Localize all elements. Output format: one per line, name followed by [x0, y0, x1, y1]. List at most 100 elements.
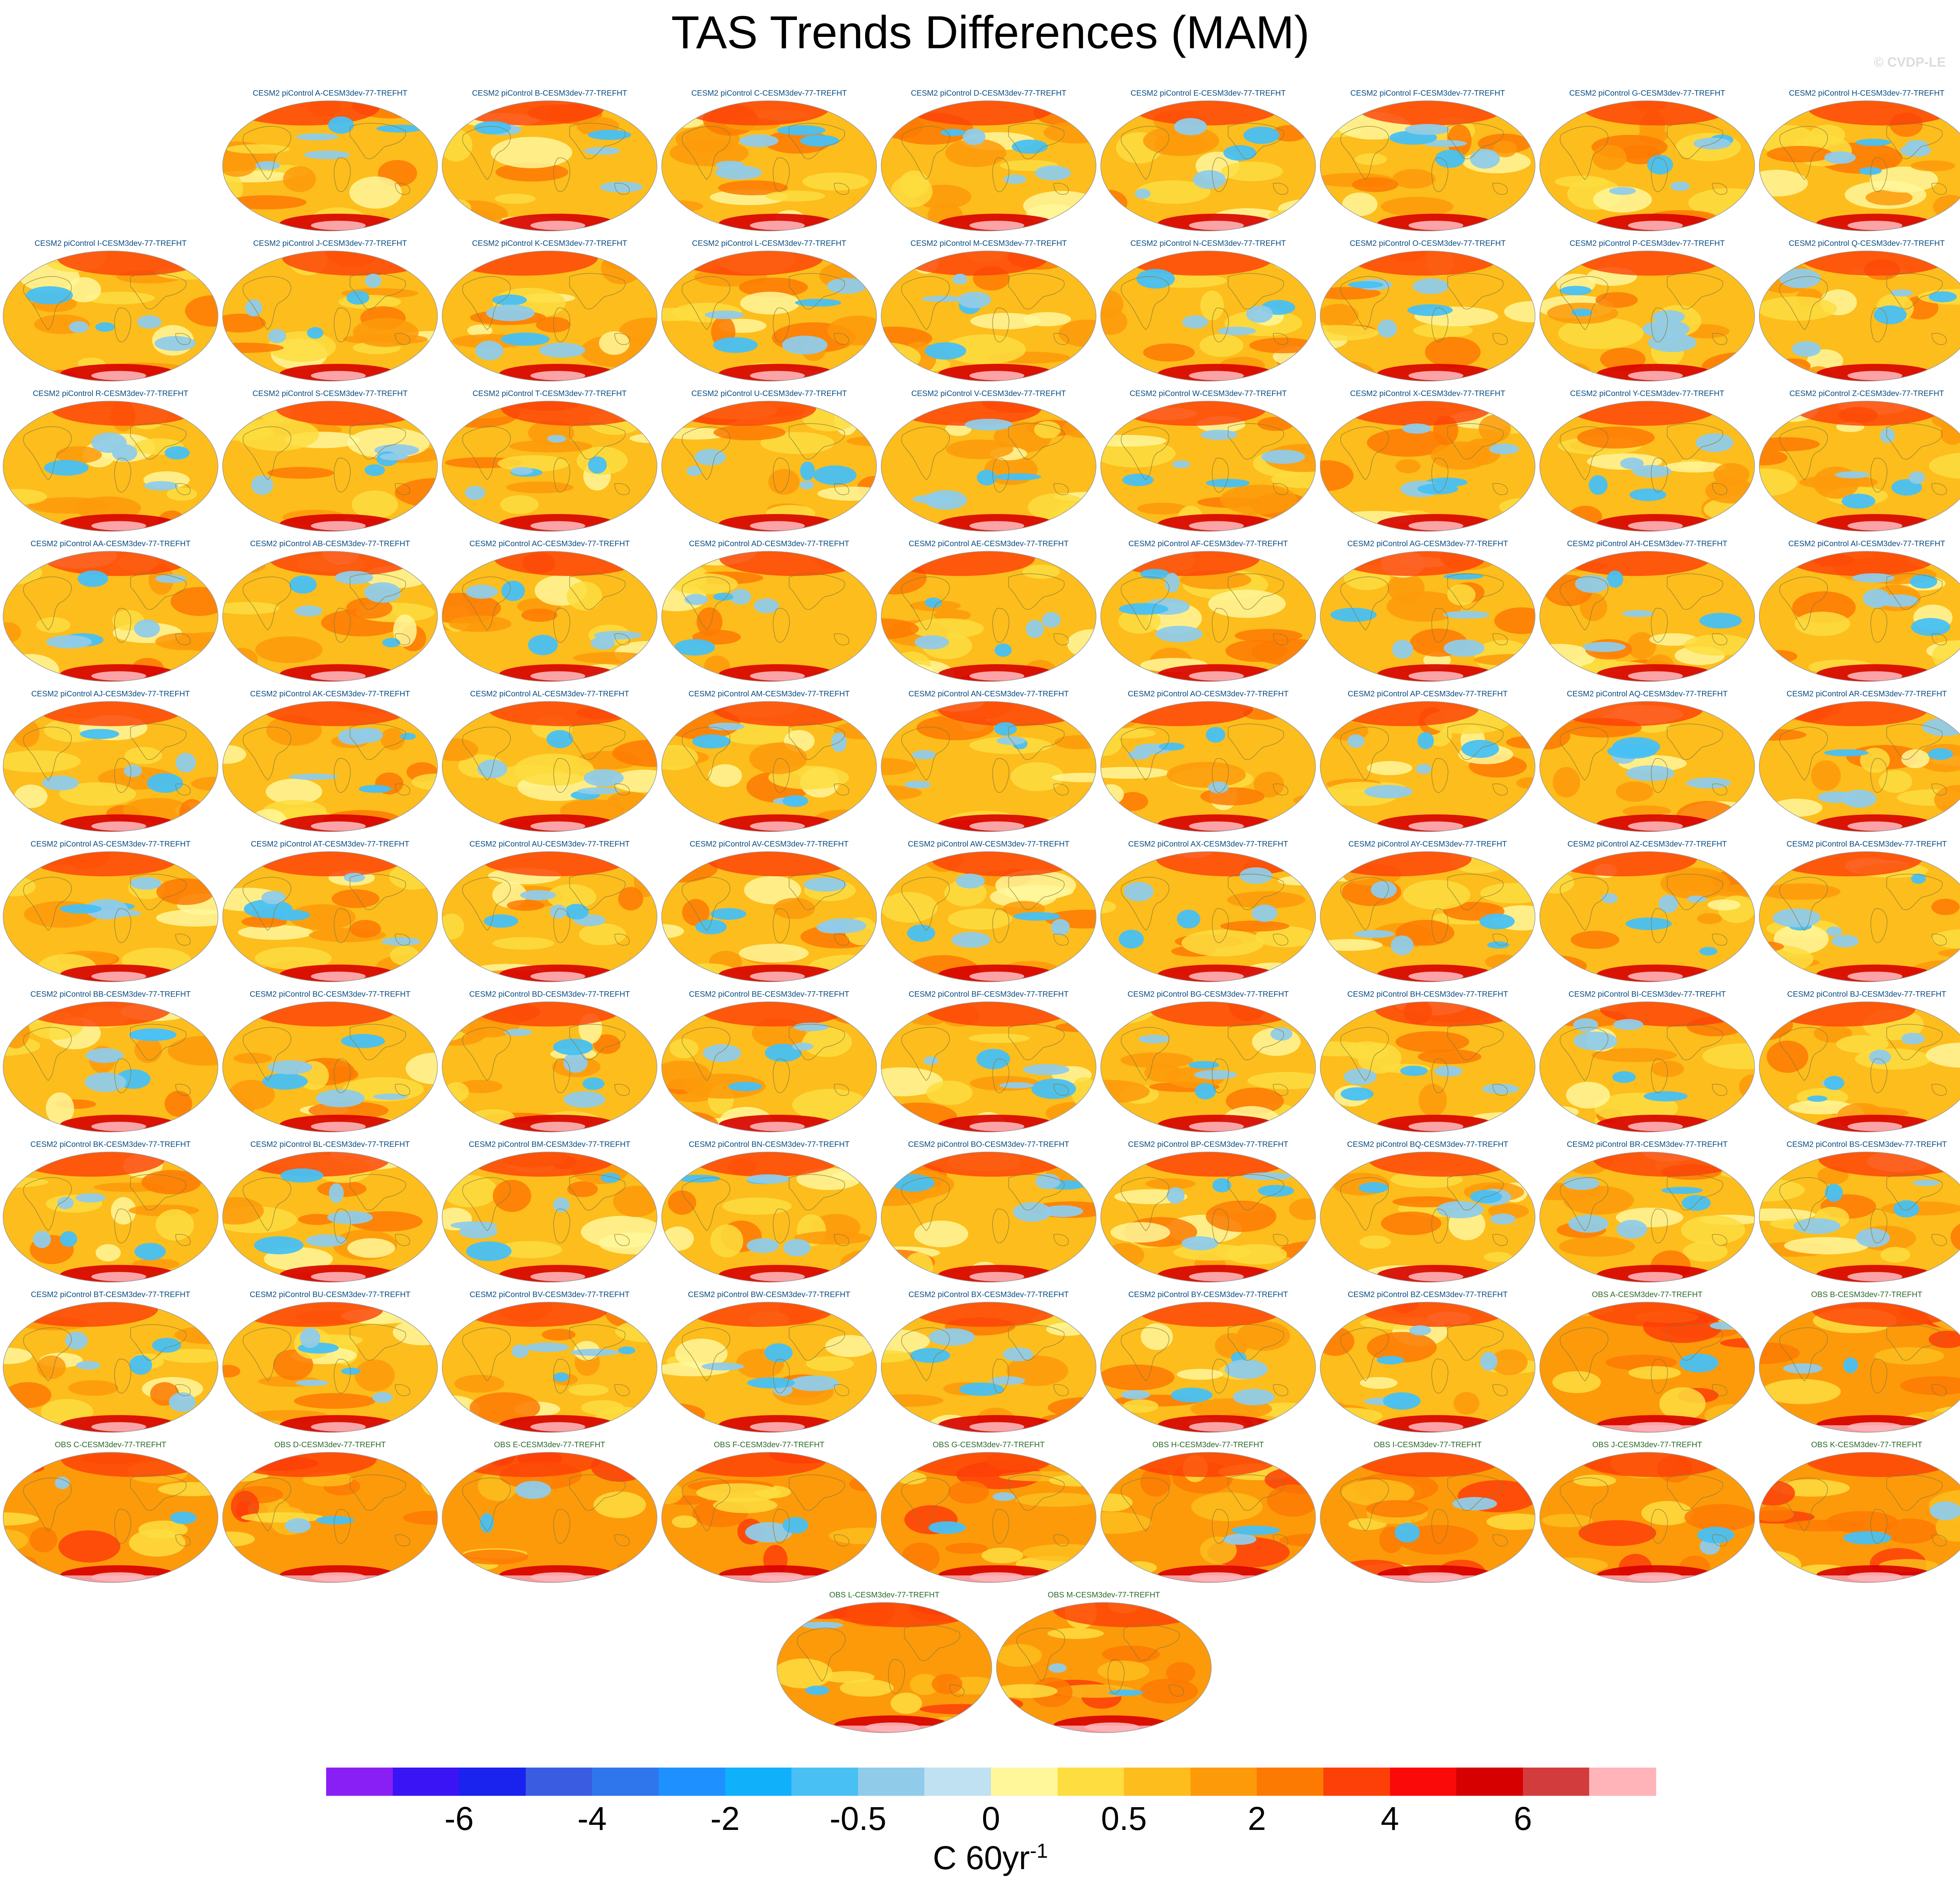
field-region: [1360, 1377, 1397, 1389]
cooling-region: [44, 460, 89, 476]
globe-map: [881, 1001, 1096, 1132]
coastline-outline: [1560, 1474, 1728, 1546]
panel-title: OBS I-CESM3dev-77-TREFHT: [1374, 1441, 1482, 1449]
coastline-outline: [1340, 273, 1508, 345]
field-region: [1795, 612, 1850, 636]
field-region: [1044, 526, 1096, 531]
field-region: [901, 1543, 940, 1573]
cooling-region: [928, 1521, 966, 1534]
globe-map: [1759, 100, 1960, 231]
field-region: [251, 809, 287, 832]
field-region: [1900, 1376, 1960, 1395]
panel-title: CESM2 piControl BI-CESM3dev-77-TREFHT: [1568, 990, 1726, 999]
panel-title: CESM2 piControl BG-CESM3dev-77-TREFHT: [1127, 990, 1289, 999]
cooling-region: [904, 781, 931, 789]
coastline-outline: [1121, 1474, 1289, 1546]
southern-ocean-core: [1408, 1272, 1463, 1281]
field-region: [1320, 460, 1354, 491]
field-region: [815, 810, 871, 826]
cooling-region: [1653, 310, 1685, 323]
field-region: [996, 1684, 1058, 1698]
coastline-outline: [462, 1474, 630, 1546]
field-region: [881, 406, 910, 428]
field-region: [1136, 180, 1210, 204]
map-panel: CESM2 piControl BN-CESM3dev-77-TREFHT: [660, 1139, 878, 1285]
panel-title: CESM2 piControl F-CESM3dev-77-TREFHT: [1350, 89, 1505, 98]
cooling-region: [262, 1073, 308, 1090]
field-region: [223, 602, 279, 614]
cooling-region: [1003, 1347, 1033, 1361]
field-region: [536, 317, 570, 332]
field-region: [1592, 1048, 1677, 1062]
southern-ocean-core: [530, 821, 585, 831]
map-panel: CESM2 piControl AM-CESM3dev-77-TREFHT: [660, 689, 878, 834]
cooling-region: [1231, 1526, 1280, 1535]
cooling-region: [1487, 941, 1509, 948]
field-region: [294, 1393, 376, 1409]
map-panel: CESM2 piControl BW-CESM3dev-77-TREFHT: [660, 1290, 878, 1435]
panel-title: CESM2 piControl BL-CESM3dev-77-TREFHT: [250, 1140, 410, 1149]
cooling-region: [134, 620, 160, 638]
southern-ocean-core: [1628, 1122, 1683, 1131]
coastline-outline: [682, 123, 849, 195]
field-region: [1516, 777, 1535, 789]
cooling-region: [316, 1089, 365, 1107]
map-panel: CESM2 piControl BG-CESM3dev-77-TREFHT: [1099, 989, 1318, 1134]
cooling-region: [280, 1168, 323, 1183]
southern-ocean-core: [311, 371, 366, 380]
cooling-region: [341, 1034, 385, 1048]
cooling-region: [799, 481, 814, 489]
globe-map: [1100, 100, 1316, 231]
field-region: [403, 1002, 433, 1017]
cooling-region: [344, 873, 365, 882]
coastline-outline: [462, 1024, 630, 1096]
cooling-region: [1913, 1180, 1940, 1186]
arctic-warming: [1104, 701, 1253, 726]
cooling-region: [1119, 930, 1144, 948]
colorbar-swatch: [1523, 1768, 1590, 1796]
field-region: [668, 1190, 696, 1215]
field-region: [581, 1400, 624, 1415]
globe-border: [442, 551, 657, 682]
coastline-outline: [243, 423, 410, 495]
field-region: [1431, 442, 1490, 470]
coastline-outline: [1560, 1174, 1728, 1246]
coastline-outline: [1779, 573, 1947, 645]
cooling-region: [1890, 289, 1913, 296]
field-region: [1717, 1412, 1755, 1432]
map-panel: CESM2 piControl V-CESM3dev-77-TREFHT: [879, 389, 1098, 534]
panel-title: CESM2 piControl BW-CESM3dev-77-TREFHT: [688, 1290, 851, 1299]
cooling-region: [147, 773, 183, 793]
arctic-warming: [1600, 1002, 1749, 1027]
southern-ocean-core: [91, 371, 146, 380]
globe-border: [3, 1001, 218, 1132]
coastline-outline: [682, 423, 849, 495]
field-region: [945, 139, 1006, 167]
cooling-region: [583, 1077, 604, 1090]
map-panel: CESM2 piControl T-CESM3dev-77-TREFHT: [440, 389, 659, 534]
colorbar-swatch: [1323, 1768, 1390, 1796]
field-region: [255, 947, 332, 970]
field-region: [568, 1384, 608, 1396]
field-region: [1221, 162, 1283, 181]
cooling-region: [956, 874, 985, 888]
cooling-region: [547, 435, 566, 443]
field-region: [895, 1002, 929, 1014]
cooling-region: [57, 1197, 74, 1209]
globe-map: [222, 251, 438, 382]
southern-ocean-core: [750, 371, 805, 380]
field-region: [406, 1053, 437, 1084]
field-region: [1454, 1392, 1479, 1415]
panel-title: CESM2 piControl AG-CESM3dev-77-TREFHT: [1347, 540, 1508, 548]
cooling-region: [1480, 1352, 1497, 1371]
arctic-warming: [1149, 1002, 1298, 1027]
globe-map: [3, 551, 218, 682]
southern-ocean-core: [311, 972, 366, 981]
cooling-region: [69, 321, 89, 333]
field-region: [710, 1225, 743, 1257]
globe-border: [3, 701, 218, 832]
globe-border: [1539, 851, 1755, 982]
field-region: [1884, 1519, 1938, 1544]
field-region: [1931, 929, 1960, 949]
field-region: [346, 598, 392, 619]
